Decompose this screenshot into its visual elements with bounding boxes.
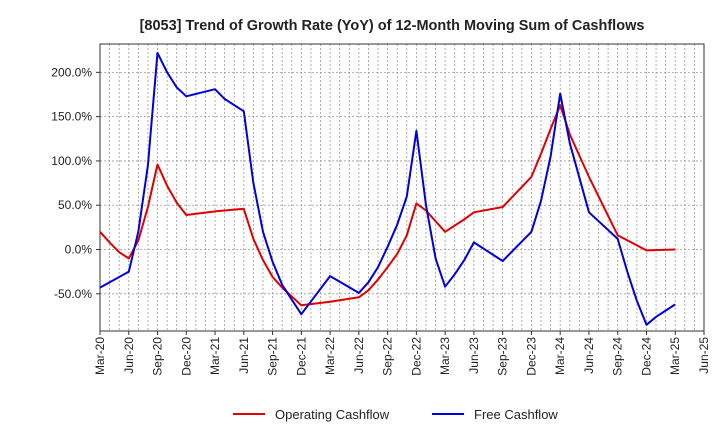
chart-title: [8053] Trend of Growth Rate (YoY) of 12-…	[140, 18, 645, 34]
legend: Operating Cashflow Free Cashflow	[233, 407, 558, 422]
x-tick-label: Sep-21	[266, 337, 280, 376]
x-tick-label: Mar-23	[438, 337, 452, 375]
plot-frame	[99, 43, 705, 332]
grid-lines	[100, 44, 704, 331]
x-tick-label: Dec-22	[409, 337, 423, 376]
x-tick-label: Jun-25	[697, 337, 711, 374]
y-tick-label: 0.0%	[65, 243, 93, 257]
series-lines	[99, 51, 676, 326]
x-tick-label: Sep-20	[151, 337, 165, 376]
y-axis-ticks: 200.0% 150.0% 100.0% 50.0% 0.0% -50.0%	[51, 65, 100, 301]
x-tick-label: Jun-21	[237, 337, 251, 374]
y-tick-label: 50.0%	[58, 198, 92, 212]
x-tick-label: Sep-24	[611, 337, 625, 376]
x-tick-label: Jun-24	[582, 337, 596, 374]
y-tick-label: 100.0%	[51, 154, 92, 168]
free-cashflow-line	[99, 51, 676, 326]
legend-label-operating-cashflow: Operating Cashflow	[275, 407, 390, 422]
x-tick-label: Jun-23	[467, 337, 481, 374]
y-tick-label: -50.0%	[54, 287, 92, 301]
x-tick-label: Dec-24	[639, 337, 653, 376]
operating-cashflow-line	[99, 104, 676, 307]
x-tick-label: Mar-24	[553, 337, 567, 375]
x-tick-label: Mar-25	[668, 337, 682, 375]
x-tick-label: Jun-20	[122, 337, 136, 374]
x-tick-label: Jun-22	[352, 337, 366, 374]
x-tick-label: Dec-20	[179, 337, 193, 376]
x-tick-label: Dec-23	[524, 337, 538, 376]
y-tick-label: 150.0%	[51, 110, 92, 124]
x-tick-label: Mar-20	[93, 337, 107, 375]
x-tick-label: Sep-23	[496, 337, 510, 376]
x-tick-label: Mar-21	[208, 337, 222, 375]
x-tick-label: Dec-21	[294, 337, 308, 376]
y-tick-label: 200.0%	[51, 65, 92, 79]
x-axis-ticks: Mar-20 Jun-20 Sep-20 Dec-20 Mar-21 Jun-21 Sep-…	[93, 331, 711, 376]
legend-label-free-cashflow: Free Cashflow	[474, 407, 558, 422]
x-tick-label: Mar-22	[323, 337, 337, 375]
x-tick-label: Sep-22	[381, 337, 395, 376]
